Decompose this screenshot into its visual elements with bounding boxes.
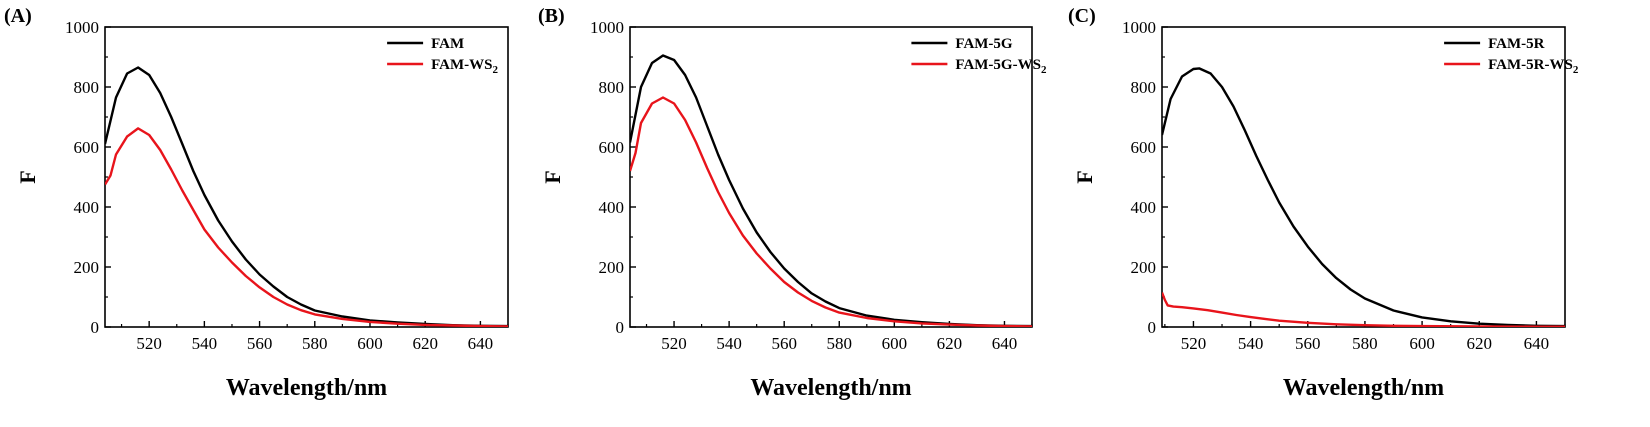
y-tick-label: 400 [599, 198, 625, 217]
x-tick-label: 580 [1352, 334, 1378, 353]
y-tick-label: 400 [1131, 198, 1157, 217]
legend-entry: FAM-WS2 [431, 57, 498, 76]
y-tick-label: 0 [616, 318, 625, 337]
x-tick-label: 560 [771, 334, 797, 353]
y-tick-label: 600 [599, 138, 625, 157]
y-tick-label: 600 [74, 138, 100, 157]
x-tick-label: 520 [661, 334, 687, 353]
series-line-2 [630, 96, 1032, 327]
x-tick-label: 600 [882, 334, 908, 353]
y-tick-label: 0 [91, 318, 100, 337]
x-tick-label: 620 [412, 334, 438, 353]
y-tick-label: 800 [599, 78, 625, 97]
y-tick-label: 0 [1148, 318, 1157, 337]
legend-entry: FAM [431, 36, 464, 52]
x-tick-label: 540 [716, 334, 742, 353]
series-line-1 [1162, 67, 1565, 327]
x-tick-label: 600 [1409, 334, 1435, 353]
y-tick-label: 800 [74, 78, 100, 97]
x-tick-label: 540 [1238, 334, 1264, 353]
legend-entry: FAM-5G-WS2 [955, 57, 1047, 76]
x-axis-title: Wavelength/nm [750, 375, 911, 401]
panel-label: (B) [538, 5, 565, 27]
chart-panel-2: (B) 520 540 560 580 600 620 640 0 200 400 600 800 100… [538, 5, 1047, 401]
x-axis-title: Wavelength/nm [1283, 375, 1444, 401]
panel-label: (A) [4, 5, 32, 27]
y-axis-title: F [1072, 170, 1097, 183]
y-tick-label: 600 [1131, 138, 1157, 157]
x-tick-label: 560 [1295, 334, 1321, 353]
y-tick-label: 400 [74, 198, 100, 217]
y-tick-label: 200 [1131, 258, 1157, 277]
y-tick-label: 1000 [65, 18, 99, 37]
legend-entry: FAM-5R-WS2 [1488, 57, 1579, 76]
series-line-1 [630, 54, 1032, 327]
x-tick-label: 520 [1181, 334, 1207, 353]
x-tick-label: 580 [827, 334, 853, 353]
y-tick-label: 800 [1131, 78, 1157, 97]
x-tick-label: 620 [937, 334, 963, 353]
legend-entry: FAM-5G [955, 36, 1013, 52]
y-tick-label: 200 [599, 258, 625, 277]
x-tick-label: 540 [192, 334, 218, 353]
x-tick-label: 640 [1524, 334, 1550, 353]
x-tick-label: 620 [1467, 334, 1493, 353]
chart-panel-3: (C) 520 540 560 580 600 620 640 0 200 400 600 800 100… [1068, 5, 1579, 401]
y-tick-label: 1000 [1122, 18, 1156, 37]
y-axis-title: F [15, 170, 40, 183]
x-tick-label: 640 [468, 334, 494, 353]
x-tick-label: 520 [136, 334, 162, 353]
x-axis-title: Wavelength/nm [226, 375, 387, 401]
series-line-2 [105, 127, 508, 327]
panel-label: (C) [1068, 5, 1096, 27]
x-tick-label: 580 [302, 334, 328, 353]
chart-panel-1: (A) 520 540 560 580 600 620 640 0 200 400 600 800 100… [4, 5, 509, 401]
y-tick-label: 1000 [590, 18, 624, 37]
y-axis-title: F [540, 170, 565, 183]
series-line-1 [105, 66, 508, 327]
legend-entry: FAM-5R [1488, 36, 1545, 52]
x-tick-label: 600 [357, 334, 383, 353]
y-tick-label: 200 [74, 258, 100, 277]
series-line-2 [1162, 292, 1565, 327]
x-tick-label: 640 [992, 334, 1018, 353]
x-tick-label: 560 [247, 334, 273, 353]
